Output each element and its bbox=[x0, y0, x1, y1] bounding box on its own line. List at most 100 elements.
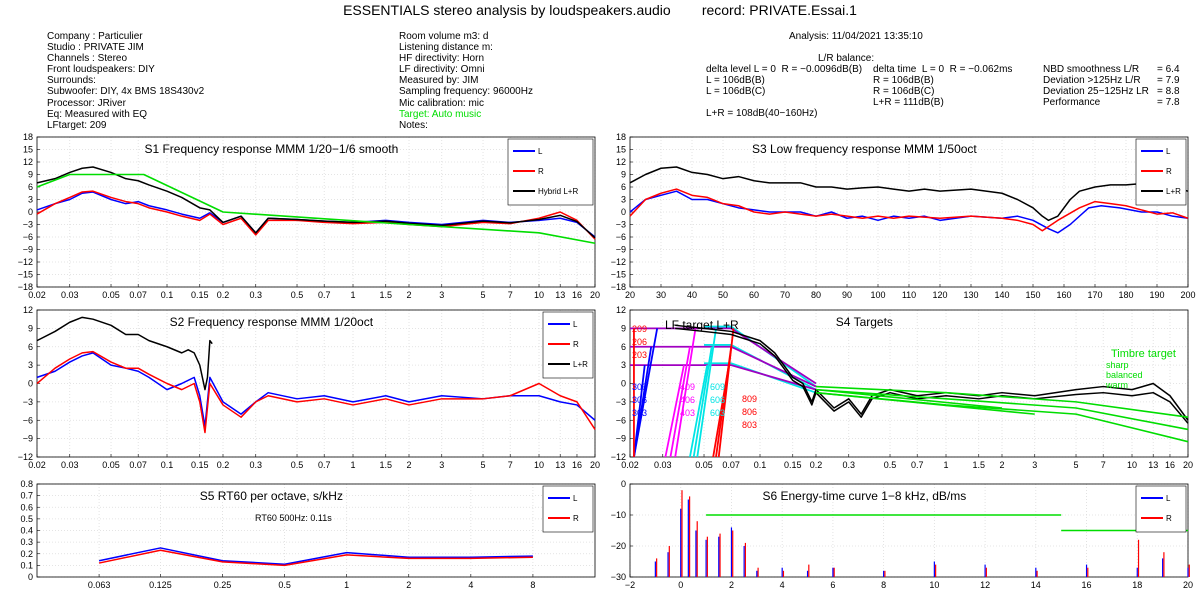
stats-labels: NBD smoothness L/R Deviation >125Hz L/R De… bbox=[1043, 64, 1149, 108]
series-line bbox=[36, 190, 596, 240]
x-tick-label: 0.15 bbox=[191, 460, 209, 470]
lf-target-code: 306 bbox=[632, 395, 647, 405]
lf-target-code: 809 bbox=[742, 394, 757, 404]
x-tick-label: 7 bbox=[508, 460, 513, 470]
x-tick-label: 20 bbox=[590, 290, 600, 300]
info-line: Front loudspeakers: DIY bbox=[47, 64, 155, 76]
stats-values: = 6.4 = 7.9 = 8.8 = 7.8 bbox=[1157, 64, 1180, 108]
lf-target-line bbox=[669, 346, 691, 458]
legend-label: R bbox=[1166, 167, 1172, 176]
y-tick-label: −6 bbox=[616, 415, 626, 425]
legend-label: R bbox=[538, 167, 544, 176]
legend-label: R bbox=[573, 514, 579, 523]
legend-label: L bbox=[573, 320, 578, 329]
timbre-variant-label: sharp bbox=[1106, 360, 1129, 370]
x-tick-label: 0.03 bbox=[61, 460, 79, 470]
x-tick-label: 8 bbox=[881, 580, 886, 590]
lf-target-code: 203 bbox=[632, 350, 647, 360]
y-tick-label: 3 bbox=[28, 360, 33, 370]
info-line: L+R = 111dB(B) bbox=[873, 97, 944, 109]
lf-target-code: 803 bbox=[742, 420, 757, 430]
x-tick-label: 0.1 bbox=[161, 290, 174, 300]
x-tick-label: 30 bbox=[656, 290, 666, 300]
y-tick-label: 12 bbox=[616, 157, 626, 167]
x-tick-label: 140 bbox=[994, 290, 1009, 300]
x-tick-label: 0.7 bbox=[318, 460, 331, 470]
lf-target-code: 606 bbox=[710, 395, 725, 405]
y-tick-label: −3 bbox=[23, 220, 33, 230]
y-tick-label: −9 bbox=[616, 434, 626, 444]
x-tick-label: 0.03 bbox=[654, 460, 672, 470]
info-line: Mic calibration: mic bbox=[399, 97, 485, 109]
x-tick-label: 0.5 bbox=[291, 290, 304, 300]
series-line bbox=[815, 388, 1003, 409]
x-tick-label: 1 bbox=[351, 290, 356, 300]
y-tick-label: −3 bbox=[616, 397, 626, 407]
y-tick-label: 0.1 bbox=[20, 560, 33, 570]
x-tick-label: 1 bbox=[944, 460, 949, 470]
y-tick-label: −9 bbox=[616, 245, 626, 255]
x-tick-label: 0.25 bbox=[214, 580, 232, 590]
y-tick-label: 6 bbox=[621, 182, 626, 192]
y-tick-label: −18 bbox=[18, 282, 33, 292]
x-tick-label: 3 bbox=[439, 460, 444, 470]
x-tick-label: 40 bbox=[687, 290, 697, 300]
info-line: Room volume m3: d bbox=[399, 31, 489, 42]
y-tick-label: −12 bbox=[18, 257, 33, 267]
lf-target-line bbox=[633, 365, 646, 458]
x-tick-label: 110 bbox=[902, 290, 916, 300]
x-tick-label: 20 bbox=[590, 460, 600, 470]
chart-s2: 0.02 0.03 0.05 0.07 0.1 0.15 0.2 0.3 0.5 0.7 1 1.5 2… bbox=[18, 305, 600, 470]
info-line: Channels : Stereo bbox=[47, 53, 128, 65]
chart-s3: 20 30 40 50 60 70 80 90 100 110 120 130 140 150 160 170… bbox=[611, 132, 1196, 300]
series-line bbox=[36, 350, 596, 434]
info-line: = 6.4 bbox=[1157, 64, 1180, 75]
x-tick-label: 5 bbox=[1074, 460, 1079, 470]
y-tick-label: 12 bbox=[23, 157, 33, 167]
y-tick-label: −12 bbox=[18, 452, 33, 462]
info-line: R = 106dB(C) bbox=[873, 86, 935, 98]
x-tick-label: 2 bbox=[406, 580, 411, 590]
series-line bbox=[98, 547, 533, 565]
y-tick-label: 0 bbox=[621, 479, 626, 489]
x-tick-label: 2 bbox=[999, 460, 1004, 470]
legend-frame bbox=[1135, 485, 1187, 533]
x-tick-label: 2 bbox=[729, 580, 734, 590]
lf-target-code: 303 bbox=[632, 408, 647, 418]
x-tick-label: 100 bbox=[870, 290, 885, 300]
info-line: = 7.8 bbox=[1157, 97, 1180, 109]
lf-target-line bbox=[664, 364, 685, 458]
y-tick-label: 9 bbox=[28, 170, 33, 180]
lf-target-line bbox=[689, 364, 709, 458]
lf-target-line bbox=[696, 328, 717, 458]
x-tick-label: 0.3 bbox=[249, 460, 262, 470]
y-tick-label: 3 bbox=[28, 195, 33, 205]
x-tick-label: 0.03 bbox=[61, 290, 79, 300]
chart-title: S2 Frequency response MMM 1/20oct bbox=[170, 315, 374, 329]
x-tick-label: 0.07 bbox=[129, 460, 147, 470]
y-tick-label: −6 bbox=[23, 415, 33, 425]
legend-label: L bbox=[573, 494, 578, 503]
x-tick-label: 20 bbox=[1183, 460, 1193, 470]
y-tick-label: 0 bbox=[28, 379, 33, 389]
y-tick-label: 6 bbox=[28, 182, 33, 192]
series-line bbox=[629, 166, 1189, 222]
x-tick-label: 0.02 bbox=[28, 290, 46, 300]
x-tick-label: 1.5 bbox=[380, 460, 393, 470]
x-tick-label: 0.5 bbox=[291, 460, 304, 470]
x-tick-label: 16 bbox=[1082, 580, 1092, 590]
y-tick-label: −9 bbox=[23, 434, 33, 444]
y-tick-label: −6 bbox=[616, 232, 626, 242]
y-tick-label: 0.8 bbox=[20, 479, 33, 489]
x-tick-label: 1.5 bbox=[973, 460, 986, 470]
x-tick-label: 5 bbox=[481, 460, 486, 470]
x-tick-label: 0.2 bbox=[810, 460, 823, 470]
series-line bbox=[36, 352, 596, 428]
x-tick-label: 0.15 bbox=[191, 290, 209, 300]
x-tick-label: 18 bbox=[1132, 580, 1142, 590]
info-line: Deviation >125Hz L/R bbox=[1043, 75, 1141, 87]
x-tick-label: 170 bbox=[1087, 290, 1102, 300]
info-line: Subwoofer: DIY, 4x BMS 18S430v2 bbox=[47, 86, 205, 98]
x-tick-label: 0.7 bbox=[318, 290, 331, 300]
info-line: = 8.8 bbox=[1157, 86, 1180, 98]
